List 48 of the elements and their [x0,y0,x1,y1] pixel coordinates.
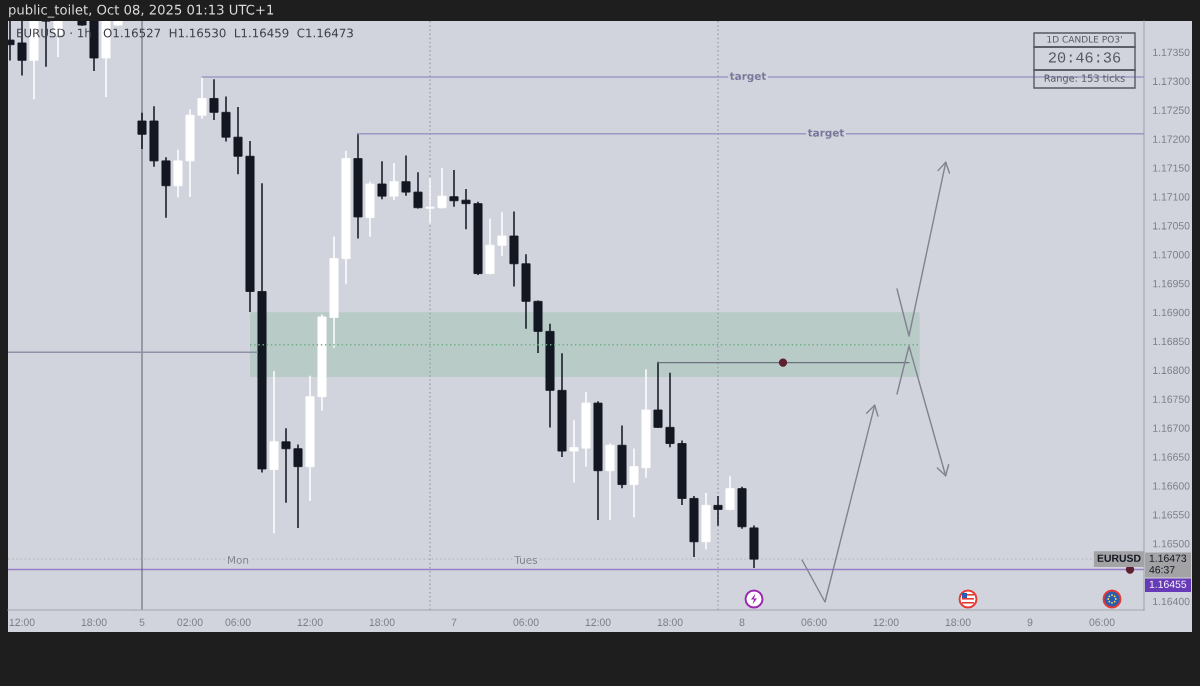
x-tick-label: 18:00 [369,618,395,626]
chart-title: public_toilet, Oct 08, 2025 01:13 UTC+1 [9,4,274,18]
y-tick-label: 1.16850 [1153,337,1190,346]
y-tick-label: 1.17200 [1153,135,1190,143]
x-tick-label: 12:00 [9,618,35,626]
y-tick-label: 1.17100 [1153,193,1190,201]
x-tick-label: 06:00 [513,618,539,626]
y-tick-label: 1.16500 [1153,540,1190,548]
annotation: Range: 153 ticks [1044,74,1125,84]
x-tick-label: 06:00 [1089,618,1115,626]
y-tick-label: 1.17300 [1153,77,1190,85]
x-tick-label: 06:00 [225,618,251,626]
y-tick-label: 1.16650 [1153,453,1190,461]
ref-line-label: 1.16455 [1149,580,1187,588]
x-tick-label: 5 [139,618,145,626]
y-tick-label: 1.17250 [1153,106,1190,114]
x-tick-label: 8 [739,618,745,626]
y-tick-label: 1.16950 [1153,279,1190,288]
annotation: Mon [228,556,249,564]
y-tick-label: 1.17350 [1153,48,1190,57]
text: 46:37 [1149,566,1175,574]
ref-line-label: 1.16473 [1149,554,1187,562]
x-tick-label: 18:00 [81,618,107,626]
x-tick-label: 12:00 [297,618,323,626]
y-tick-label: 1.17050 [1153,222,1190,230]
y-tick-label: 1.16550 [1153,511,1190,519]
x-tick-label: 18:00 [945,618,971,626]
y-tick-label: 1.16400 [1153,597,1190,606]
x-tick-label: 7 [451,618,457,626]
x-tick-label: 06:00 [801,618,827,626]
y-tick-label: 1.16900 [1153,308,1190,317]
annotation: target [729,72,767,83]
x-tick-label: 12:00 [873,618,899,626]
y-tick-label: 1.16700 [1153,424,1190,432]
y-tick-label: 1.17000 [1153,251,1190,259]
y-tick-label: 1.17150 [1153,164,1190,172]
annotation: 20:46:36 [1048,52,1121,63]
annotation: target [807,129,845,139]
annotation: 1D CANDLE PO3' [1047,35,1122,43]
y-tick-label: 1.16750 [1153,395,1190,403]
x-tick-label: 18:00 [657,618,683,626]
annotation: Tues [514,556,538,564]
x-tick-label: 9 [1027,618,1033,626]
x-tick-label: 02:00 [177,618,203,626]
y-tick-label: 1.16600 [1153,482,1190,490]
annotation: EURUSD [1097,554,1141,562]
y-tick-label: 1.16800 [1153,366,1190,374]
x-tick-label: 12:00 [585,618,611,626]
